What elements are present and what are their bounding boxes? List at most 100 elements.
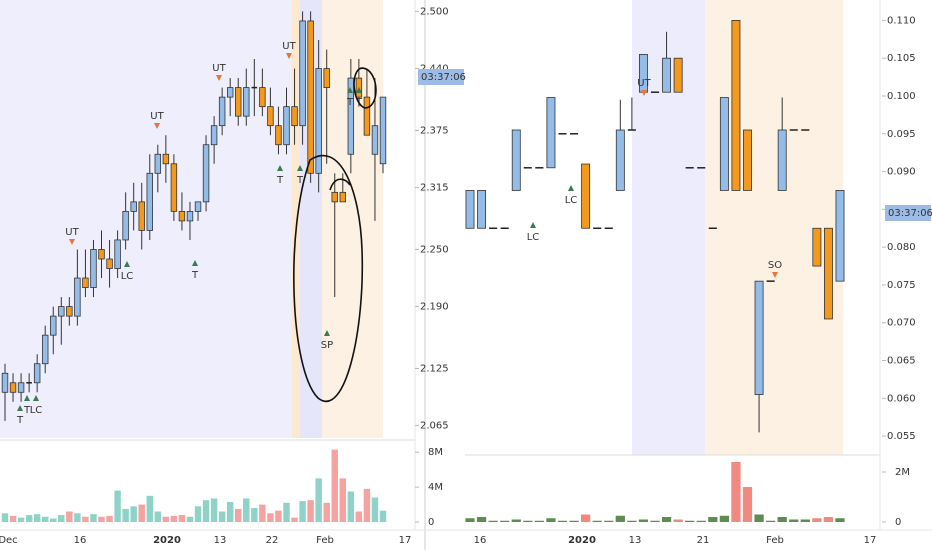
annotation: T xyxy=(276,175,284,186)
volume-bar xyxy=(226,501,234,522)
candle-body xyxy=(315,68,322,174)
volume-bar xyxy=(476,517,487,522)
candle-body xyxy=(719,97,729,191)
volume-bar xyxy=(98,516,105,522)
marker-triangle xyxy=(641,90,647,96)
annotation: LC xyxy=(527,232,540,243)
candle-body xyxy=(835,190,845,282)
volume-bar xyxy=(138,504,145,522)
candle-body xyxy=(226,87,234,98)
volume-bar xyxy=(331,449,338,522)
candle-body xyxy=(114,239,121,269)
y-tick-label: 2.190 xyxy=(420,302,449,313)
volume-bar xyxy=(186,516,194,522)
volume-bar xyxy=(615,515,625,522)
hand-drawn-ellipse xyxy=(353,67,377,109)
candle-body xyxy=(154,153,162,174)
volume-bar xyxy=(58,515,65,522)
volume-bar xyxy=(162,516,170,522)
y-tick-label: 0.070 xyxy=(887,318,916,329)
volume-bar xyxy=(218,511,226,522)
volume-bar xyxy=(650,520,660,522)
candle-body xyxy=(673,57,683,93)
candle-body xyxy=(90,249,97,288)
y-tick-label: 0.095 xyxy=(887,129,916,140)
candle-body xyxy=(66,306,73,317)
marker-triangle xyxy=(216,75,222,81)
session-bg xyxy=(292,0,300,438)
marker-triangle xyxy=(192,260,198,266)
candle-body xyxy=(465,190,475,229)
volume-bar xyxy=(511,519,521,522)
x-tick-label: 21 xyxy=(697,535,710,546)
candle-body xyxy=(283,106,290,146)
marker-triangle xyxy=(356,87,362,93)
volume-bar xyxy=(235,508,242,522)
volume-bar xyxy=(339,478,347,522)
marker-triangle xyxy=(347,87,353,93)
volume-bar xyxy=(41,516,49,522)
volume-bar xyxy=(546,518,556,522)
volume-bar xyxy=(291,517,298,522)
volume-bar xyxy=(323,502,330,522)
candle-body xyxy=(194,201,202,212)
volume-bar xyxy=(731,462,741,522)
x-tick-label: 17 xyxy=(399,535,412,546)
price-label: 03:37:06 xyxy=(421,72,466,83)
candle-body xyxy=(138,201,145,231)
candle-body xyxy=(546,97,556,169)
annotation: T xyxy=(16,415,24,426)
volume-bar xyxy=(33,514,41,522)
candle-body xyxy=(363,96,371,136)
candle-body xyxy=(58,306,65,317)
volume-bar xyxy=(315,478,322,522)
candle-body xyxy=(50,315,57,336)
marker-triangle xyxy=(33,395,39,401)
volume-bar xyxy=(800,519,810,522)
volume-bar xyxy=(719,515,729,522)
candle-body xyxy=(743,129,752,191)
price-label-box xyxy=(885,205,931,221)
x-tick-label: Feb xyxy=(766,535,784,546)
volume-bar xyxy=(259,504,266,522)
volume-bar xyxy=(243,498,250,522)
annotation: T xyxy=(23,405,31,416)
y-tick-label: 0.090 xyxy=(887,167,916,178)
candle-body xyxy=(477,190,487,229)
volume-bar xyxy=(604,520,614,522)
volume-bar xyxy=(82,516,89,522)
volume-bar xyxy=(500,520,510,522)
volume-bar xyxy=(194,506,202,522)
volume-bar xyxy=(202,500,210,522)
volume-tick-label: 4M xyxy=(428,482,443,493)
volume-tick-label: 0 xyxy=(895,517,901,528)
candle-body xyxy=(347,77,355,155)
candle-body xyxy=(218,96,226,127)
volume-bar xyxy=(708,517,718,522)
volume-bar xyxy=(66,511,73,522)
candle-body xyxy=(162,153,170,165)
session-bg xyxy=(322,0,383,438)
marker-triangle xyxy=(154,123,160,129)
volume-bar xyxy=(685,520,695,522)
candle-body xyxy=(777,129,787,191)
x-tick-label: 2020 xyxy=(568,535,596,546)
candle-body xyxy=(178,210,186,222)
candle-body xyxy=(754,280,764,395)
candle-body xyxy=(41,334,49,365)
volume-bar xyxy=(283,502,290,522)
volume-bar xyxy=(170,515,178,522)
volume-bar xyxy=(696,520,706,522)
candle-body xyxy=(130,201,137,212)
volume-bar xyxy=(9,515,17,522)
volume-bar xyxy=(835,518,845,522)
x-tick-label: 16 xyxy=(74,535,87,546)
volume-bar xyxy=(534,520,544,522)
volume-bar xyxy=(742,487,753,522)
candle-body xyxy=(243,87,250,117)
marker-triangle xyxy=(297,165,303,171)
candle-body xyxy=(823,227,833,320)
candle-body xyxy=(122,210,129,241)
volume-bar xyxy=(275,510,282,522)
